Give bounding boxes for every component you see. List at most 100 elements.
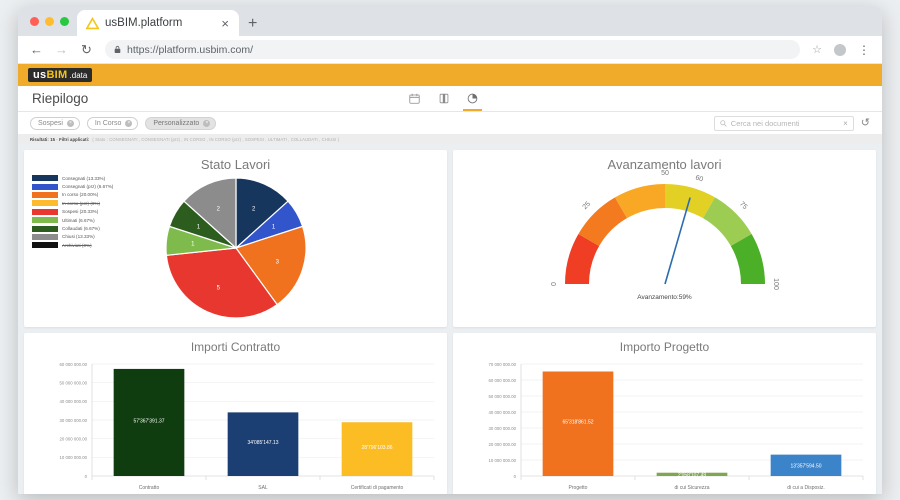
legend-item[interactable]: Consegnati (13.33%) bbox=[32, 174, 113, 182]
lock-icon bbox=[114, 45, 121, 53]
browser-menu-icon[interactable]: ⋮ bbox=[858, 42, 870, 57]
card-importi-contratto: Importi Contratto 0 10 000 000.00 20 000 0… bbox=[24, 333, 447, 494]
x-axis-category-label: Certificati di pagamento bbox=[350, 485, 403, 491]
minimize-window-button[interactable] bbox=[45, 16, 54, 26]
usbim-app: us BIM .data Riepilogo bbox=[18, 64, 882, 494]
legend-item[interactable]: Sospesi (20.33%) bbox=[32, 208, 113, 216]
card-importo-progetto: Importo Progetto 0 10 000 000.00 20 000 00… bbox=[453, 333, 876, 494]
results-detail: ( Stato : CONSEGNATI , CONSEGNATI (prz) … bbox=[92, 136, 340, 142]
legend-item[interactable]: Collaudati (6.67%) bbox=[32, 224, 113, 232]
legend-swatch bbox=[32, 217, 58, 224]
legend-item[interactable]: Ultimati (6.67%) bbox=[32, 216, 113, 224]
legend-item[interactable]: In corso (prz) (0%) bbox=[32, 199, 113, 207]
chip-remove-icon[interactable]: × bbox=[125, 119, 133, 127]
chart-title-importi-contratto: Importi Contratto bbox=[190, 340, 281, 354]
reload-icon[interactable]: ↻ bbox=[81, 42, 92, 57]
x-axis-category-label: di cui a Disposiz. bbox=[787, 485, 825, 491]
legend-item[interactable]: Consegnati (prz) (6.67%) bbox=[32, 182, 113, 190]
y-axis-tick-label: 60 000 000.00 bbox=[59, 362, 87, 367]
filter-chip-sospesi[interactable]: Sospesi × bbox=[30, 116, 80, 130]
pie-slice[interactable] bbox=[182, 177, 237, 250]
gauge-chart-area: 0 25 50 60 75 100 bbox=[453, 166, 876, 308]
gauge-chart[interactable]: 0 25 50 60 75 100 bbox=[540, 166, 790, 308]
y-axis-tick-label: 20 000 000.00 bbox=[488, 442, 516, 447]
bar-chart-importi-contratto[interactable]: 0 10 000 000.00 20 000 000.00 30 000 000.00… bbox=[30, 354, 442, 494]
chart-title-avanzamento: Avanzamento lavori bbox=[607, 157, 722, 172]
chip-remove-icon[interactable]: × bbox=[66, 119, 74, 127]
legend-swatch bbox=[32, 200, 58, 207]
browser-toolbar: ← → ↻ https://platform.usbim.com/ ☆ ⋮ bbox=[18, 36, 882, 64]
usbim-logo[interactable]: us BIM .data bbox=[28, 68, 93, 82]
chart-view-icon[interactable] bbox=[463, 90, 482, 111]
legend-label: In corso (20.00%) bbox=[62, 192, 99, 198]
y-axis-tick-label: 0 bbox=[84, 474, 87, 479]
tab-title: usBIM.platform bbox=[105, 17, 183, 29]
pie-slice-value: 2 bbox=[216, 206, 220, 212]
dashboard: Stato Lavori Consegnati (13.33%) Consegna… bbox=[18, 144, 882, 494]
results-applied-label: Filtri applicati: bbox=[59, 136, 90, 142]
bar[interactable] bbox=[656, 472, 727, 476]
calendar-view-icon[interactable] bbox=[407, 90, 422, 107]
browser-window: usBIM.platform × + ← → ↻ https://platfor… bbox=[18, 6, 882, 494]
refresh-icon[interactable]: ↺ bbox=[860, 116, 870, 129]
window-controls[interactable] bbox=[28, 6, 77, 36]
pie-chart[interactable]: 2 1 3 5 1 1 2 bbox=[160, 172, 312, 324]
maximize-window-button[interactable] bbox=[60, 16, 69, 26]
gauge-band bbox=[614, 184, 665, 219]
legend-item[interactable]: Archiviati (0%) bbox=[32, 241, 113, 249]
card-stato-lavori: Stato Lavori Consegnati (13.33%) Consegna… bbox=[24, 150, 447, 327]
y-axis-tick-label: 30 000 000.00 bbox=[488, 426, 516, 431]
gauge-band bbox=[577, 197, 627, 246]
bar-chart-importo-progetto[interactable]: 0 10 000 000.00 20 000 000.00 30 000 000.00… bbox=[459, 354, 871, 494]
filter-chip-personalizzato[interactable]: Personalizzato × bbox=[145, 116, 217, 130]
results-summary: Risultati: 15 - Filtri applicati: ( Stat… bbox=[18, 134, 882, 144]
legend-label: Ultimati (6.67%) bbox=[62, 217, 95, 223]
pie-slice[interactable] bbox=[165, 247, 278, 319]
bar-value-label: 28'796'103.86 bbox=[361, 445, 392, 451]
pie-legend: Consegnati (13.33%) Consegnati (prz) (6.6… bbox=[32, 174, 113, 250]
x-axis-category-label: SAL bbox=[258, 485, 268, 491]
y-axis-tick-label: 10 000 000.00 bbox=[59, 455, 87, 460]
gauge-band bbox=[564, 234, 599, 284]
avatar[interactable] bbox=[834, 43, 846, 56]
new-tab-button[interactable]: + bbox=[248, 15, 258, 32]
legend-label: In corso (prz) (0%) bbox=[62, 200, 101, 206]
pie-slice[interactable] bbox=[234, 225, 307, 306]
list-view-icon[interactable] bbox=[436, 90, 451, 107]
back-icon[interactable]: ← bbox=[30, 42, 43, 57]
legend-item[interactable]: In corso (20.00%) bbox=[32, 191, 113, 199]
legend-label: Chiusi (13.33%) bbox=[62, 234, 95, 240]
gauge-tick-label: 25 bbox=[581, 201, 592, 212]
chip-remove-icon[interactable]: × bbox=[203, 119, 211, 127]
tab-close-icon[interactable]: × bbox=[221, 15, 229, 31]
bar[interactable] bbox=[227, 412, 298, 476]
search-icon bbox=[720, 119, 727, 127]
browser-tab[interactable]: usBIM.platform × bbox=[77, 10, 239, 36]
bar[interactable] bbox=[113, 368, 184, 476]
brand-bar: us BIM .data bbox=[18, 64, 882, 86]
search-clear-icon[interactable]: × bbox=[843, 118, 848, 128]
bar[interactable] bbox=[542, 371, 613, 476]
close-window-button[interactable] bbox=[30, 16, 39, 26]
bar[interactable] bbox=[770, 454, 841, 476]
y-axis-tick-label: 10 000 000.00 bbox=[488, 458, 516, 463]
address-bar[interactable]: https://platform.usbim.com/ bbox=[105, 40, 801, 59]
dashboard-grid: Stato Lavori Consegnati (13.33%) Consegna… bbox=[24, 150, 876, 494]
pie-slice[interactable] bbox=[234, 177, 289, 250]
address-bar-url: https://platform.usbim.com/ bbox=[127, 43, 254, 56]
y-axis-tick-label: 50 000 000.00 bbox=[59, 380, 87, 385]
bookmark-star-icon[interactable]: ☆ bbox=[812, 44, 822, 56]
bar[interactable] bbox=[341, 422, 412, 476]
search-input[interactable]: Cerca nei documenti × bbox=[713, 115, 854, 131]
gauge-band bbox=[664, 184, 715, 219]
pie-slice-value: 2 bbox=[251, 206, 255, 212]
legend-label: Consegnati (prz) (6.67%) bbox=[62, 184, 114, 190]
legend-swatch bbox=[32, 183, 58, 190]
gauge-tick-label: 60 bbox=[694, 174, 704, 183]
forward-icon[interactable]: → bbox=[55, 42, 68, 57]
y-axis-tick-label: 40 000 000.00 bbox=[59, 399, 87, 404]
legend-item[interactable]: Chiusi (13.33%) bbox=[32, 233, 113, 241]
filter-chip-in-corso[interactable]: In Corso × bbox=[86, 116, 139, 130]
results-prefix: Risultati: bbox=[30, 136, 49, 142]
chip-label: In Corso bbox=[94, 119, 122, 127]
